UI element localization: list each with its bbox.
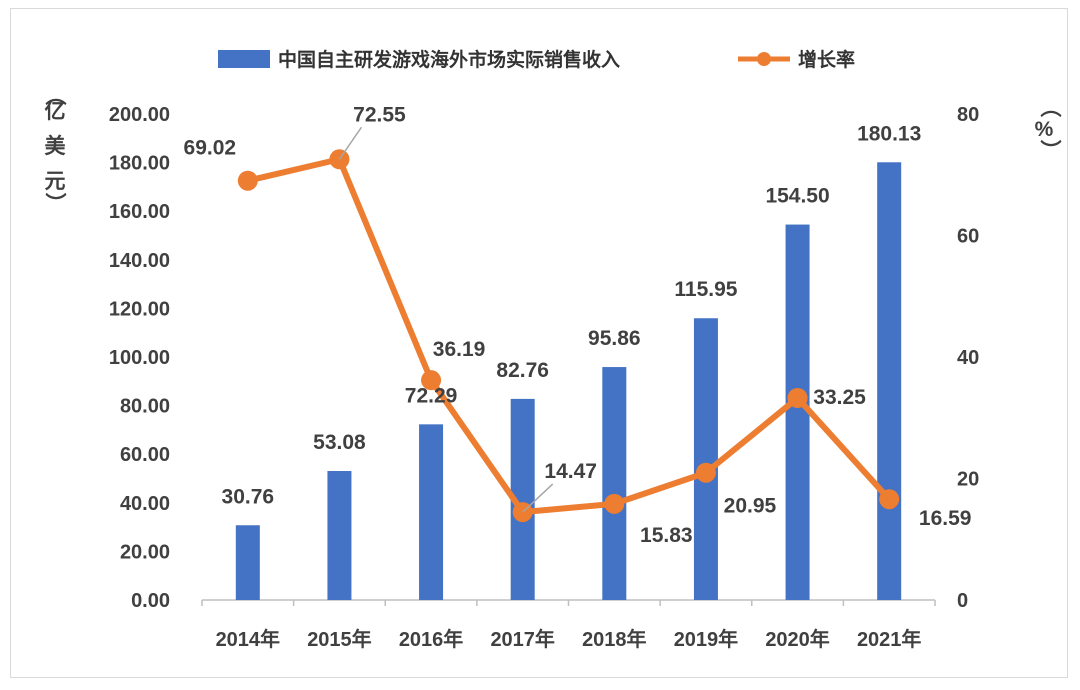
right-axis-char-1: % — [1035, 118, 1054, 141]
growth-rate-marker — [421, 370, 442, 391]
left-tick-label: 20.00 — [120, 541, 170, 563]
growth-data-label: 14.47 — [544, 460, 597, 483]
legend-label-growth: 增长率 — [798, 48, 855, 71]
bar-revenue — [877, 162, 902, 600]
growth-data-label: 20.95 — [724, 495, 777, 518]
right-tick-label: 20 — [957, 469, 979, 491]
growth-data-label: 16.59 — [919, 507, 972, 530]
left-tick-label: 140.00 — [109, 250, 170, 272]
bar-revenue — [602, 367, 627, 600]
left-axis-char-3: 元 — [45, 170, 66, 193]
growth-label-leader — [522, 483, 554, 513]
growth-label-leader — [338, 126, 363, 160]
x-tick-label: 2014年 — [216, 627, 281, 651]
x-axis: 2014年 2015年 2016年 2017年 2018年 2019年 2020年 2021年 — [201, 599, 936, 651]
bar-data-label: 95.86 — [588, 327, 641, 350]
growth-rate-marker — [695, 462, 716, 483]
bar-revenue — [327, 471, 352, 600]
right-axis-ticks: 0 20 40 60 80 — [957, 104, 979, 612]
left-axis-char-1: 亿 — [45, 99, 66, 123]
left-tick-label: 120.00 — [109, 298, 170, 320]
bar-data-label: 154.50 — [765, 185, 829, 208]
growth-data-label: 72.55 — [353, 103, 406, 126]
bar-data-label: 72.29 — [405, 384, 458, 407]
x-tick-label: 2021年 — [857, 627, 922, 651]
legend-label-revenue: 中国自主研发游戏海外市场实际销售收入 — [278, 48, 620, 71]
right-tick-label: 0 — [957, 590, 968, 612]
x-tick-label: 2017年 — [490, 627, 555, 651]
growth-rate-line — [244, 156, 893, 516]
bar-data-labels: 30.76 53.08 72.29 82.76 95.86 115.95 154.50 180… — [222, 122, 922, 508]
bar-data-label: 82.76 — [496, 359, 549, 382]
right-tick-label: 40 — [957, 347, 979, 369]
left-axis-paren-open: （ — [43, 85, 67, 106]
growth-rate-marker — [879, 489, 900, 510]
left-axis-title: （ 亿 美 元 ） — [43, 85, 67, 214]
left-tick-label: 200.00 — [109, 104, 170, 126]
growth-data-label: 69.02 — [184, 137, 237, 160]
bar-data-label: 30.76 — [222, 485, 275, 508]
bar-revenue — [693, 318, 718, 600]
growth-data-label: 36.19 — [433, 338, 486, 361]
left-tick-label: 60.00 — [120, 444, 170, 466]
left-tick-label: 160.00 — [109, 201, 170, 223]
legend: 中国自主研发游戏海外市场实际销售收入 增长率 — [218, 48, 855, 71]
bar-series — [235, 162, 902, 600]
x-tick-label: 2020年 — [765, 627, 830, 651]
x-tick-label: 2019年 — [674, 627, 739, 651]
bar-data-label: 53.08 — [313, 431, 366, 454]
line-data-labels: 69.02 72.55 36.19 14.47 15.83 20.95 33.25 16.59 — [184, 103, 972, 547]
bar-revenue — [235, 525, 260, 600]
left-tick-label: 0.00 — [131, 590, 170, 612]
x-tick-label: 2018年 — [582, 627, 647, 651]
bar-data-label: 180.13 — [857, 122, 921, 145]
growth-data-label: 33.25 — [813, 386, 866, 409]
growth-rate-marker — [604, 493, 625, 514]
growth-rate-marker — [237, 170, 258, 191]
x-tick-label: 2015年 — [307, 627, 372, 651]
left-tick-label: 100.00 — [109, 347, 170, 369]
x-tick-label: 2016年 — [399, 627, 464, 651]
left-tick-label: 40.00 — [120, 493, 170, 515]
right-tick-label: 80 — [957, 104, 979, 126]
right-axis-paren-close: ） — [1038, 140, 1062, 161]
right-axis-title: （ % ） — [1035, 97, 1062, 161]
left-tick-label: 80.00 — [120, 396, 170, 418]
bar-revenue — [419, 424, 444, 600]
left-axis-char-2: 美 — [45, 134, 66, 158]
growth-rate-marker — [787, 388, 808, 409]
bar-revenue — [785, 224, 810, 600]
left-axis-paren-close: ） — [43, 193, 67, 214]
right-tick-label: 60 — [957, 226, 979, 248]
left-tick-label: 180.00 — [109, 153, 170, 175]
left-axis-ticks: 0.00 20.00 40.00 60.00 80.00 100.00 120.00 140.… — [109, 104, 170, 612]
right-axis-paren-open: （ — [1038, 97, 1062, 118]
growth-data-label: 15.83 — [640, 524, 693, 547]
legend-marker-growth — [757, 52, 771, 66]
legend-swatch-revenue — [218, 50, 270, 68]
bar-data-label: 115.95 — [674, 278, 737, 301]
